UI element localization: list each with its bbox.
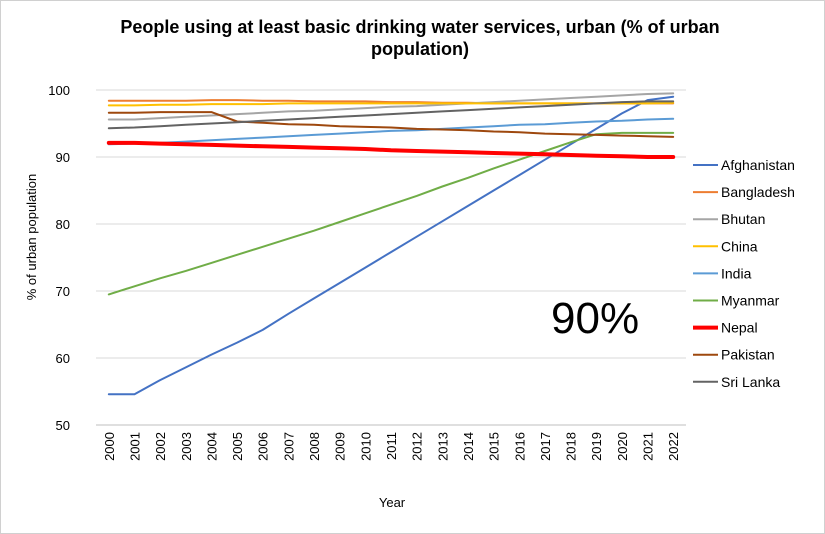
x-tick-label: 2001 (127, 432, 142, 461)
legend-label-afghanistan: Afghanistan (721, 157, 795, 173)
legend: Afghanistan Bangladesh Bhutan China India Mya… (693, 157, 795, 390)
legend-label-myanmar: Myanmar (721, 293, 780, 309)
x-tick-label: 2013 (435, 432, 450, 461)
y-tick-label: 80 (56, 217, 70, 232)
series-line-bhutan (107, 92, 675, 121)
x-tick-label: 2020 (615, 432, 630, 461)
y-tick-labels: 50 60 70 80 90 100 (48, 83, 70, 433)
series-line-nepal (106, 140, 676, 159)
x-tick-label: 2012 (410, 432, 425, 461)
x-tick-label: 2016 (512, 432, 527, 461)
x-tick-label: 2019 (589, 432, 604, 461)
x-tick-label: 2008 (307, 432, 322, 461)
series-line-sri-lanka (107, 100, 675, 130)
chart-title: People using at least basic drinking wat… (120, 17, 720, 59)
legend-label-sri-lanka: Sri Lanka (721, 374, 780, 390)
legend-label-china: China (721, 238, 758, 254)
y-tick-label: 100 (48, 83, 70, 98)
y-tick-label: 90 (56, 150, 70, 165)
x-tick-label: 2002 (153, 432, 168, 461)
x-tick-label: 2004 (204, 432, 219, 461)
legend-label-bhutan: Bhutan (721, 211, 765, 227)
x-tick-label: 2003 (179, 432, 194, 461)
x-tick-labels: 2000 2001 2002 2003 2004 2005 2006 2007 2008 2009… (102, 432, 681, 461)
x-tick-label: 2005 (230, 432, 245, 461)
series-line-pakistan (107, 111, 675, 138)
gridlines (96, 89, 686, 426)
x-tick-label: 2011 (384, 432, 399, 460)
legend-label-india: India (721, 265, 752, 281)
x-tick-label: 2007 (281, 432, 296, 461)
x-tick-label: 2021 (641, 432, 656, 461)
x-tick-label: 2014 (461, 432, 476, 461)
annotation-90-percent: 90% (551, 294, 639, 343)
legend-label-bangladesh: Bangladesh (721, 184, 795, 200)
series-line-india (107, 117, 675, 146)
x-tick-label: 2006 (256, 432, 271, 461)
y-axis-title: % of urban population (24, 174, 39, 300)
x-axis-title: Year (379, 495, 406, 510)
y-tick-label: 70 (56, 284, 70, 299)
y-tick-label: 60 (56, 351, 70, 366)
x-tick-label: 2018 (564, 432, 579, 461)
x-tick-label: 2000 (102, 432, 117, 461)
x-tick-label: 2015 (487, 432, 502, 461)
legend-label-nepal: Nepal (721, 320, 758, 336)
x-tick-label: 2017 (538, 432, 553, 461)
x-tick-label: 2009 (333, 432, 348, 461)
series-lines (106, 92, 676, 396)
series-line-myanmar (107, 131, 675, 296)
x-tick-label: 2022 (666, 432, 681, 461)
y-tick-label: 50 (56, 418, 70, 433)
x-tick-label: 2010 (358, 432, 373, 461)
legend-label-pakistan: Pakistan (721, 347, 775, 363)
